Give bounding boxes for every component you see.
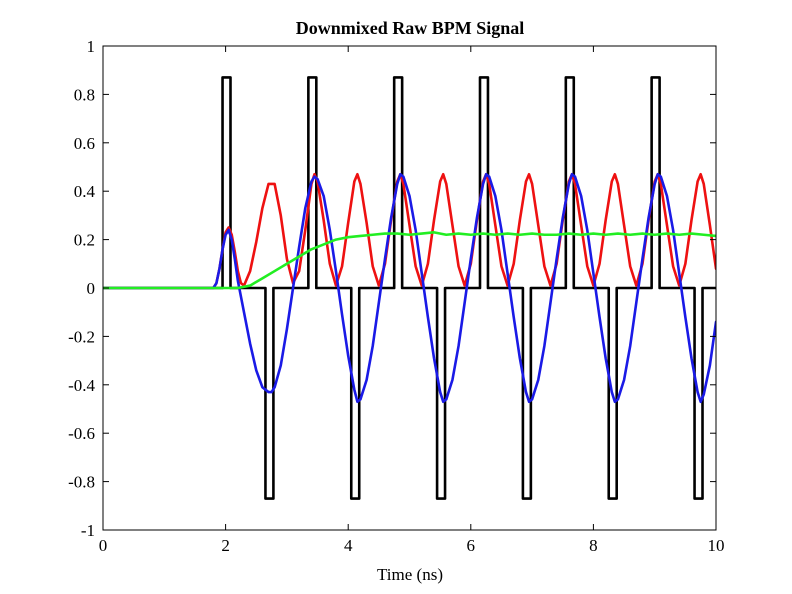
x-tick-label: 2	[221, 536, 230, 555]
y-tick-label: -0.2	[68, 327, 95, 346]
y-tick-label: -0.6	[68, 424, 95, 443]
y-tick-label: 0.2	[74, 231, 95, 250]
x-tick-label: 0	[99, 536, 108, 555]
series-line-4	[103, 231, 716, 290]
chart-title: Downmixed Raw BPM Signal	[296, 18, 525, 38]
y-axis-ticks: 1 0.8 0.6 0.4 0.2 0 -0.2 -0.4 -0.6 -0.8 -1	[68, 37, 716, 540]
x-tick-label: 8	[589, 536, 598, 555]
y-tick-label: 0	[87, 279, 96, 298]
x-tick-label: 10	[708, 536, 725, 555]
y-tick-label: -0.8	[68, 473, 95, 492]
y-tick-label: -1	[81, 521, 95, 540]
x-tick-label: 4	[344, 536, 353, 555]
series-line-3	[103, 172, 716, 404]
x-tick-label: 6	[467, 536, 476, 555]
x-axis-ticks: 0 2 4 6 8 10	[99, 46, 725, 555]
y-tick-label: 1	[87, 37, 96, 56]
series-layer	[103, 76, 716, 500]
series-line-1	[103, 76, 716, 500]
x-axis-label: Time (ns)	[377, 565, 443, 584]
y-tick-label: 0.6	[74, 134, 95, 153]
series-line-2	[103, 172, 716, 290]
y-tick-label: -0.4	[68, 376, 95, 395]
y-tick-label: 0.4	[74, 182, 96, 201]
y-tick-label: 0.8	[74, 85, 95, 104]
